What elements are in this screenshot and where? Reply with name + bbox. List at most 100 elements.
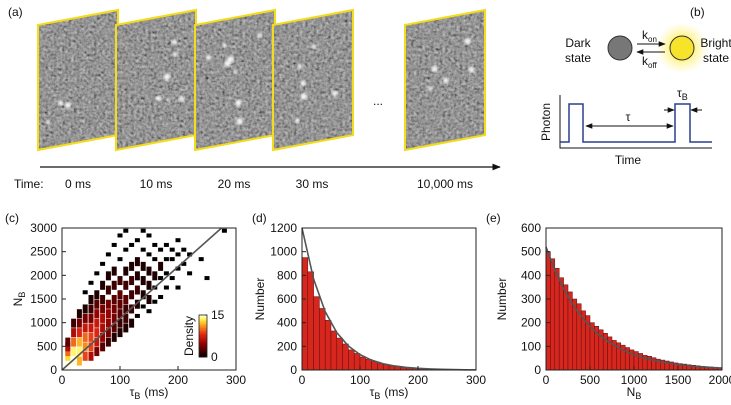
y-tick-label: 200 xyxy=(521,316,541,330)
colorbar-cell xyxy=(199,330,207,333)
point xyxy=(181,261,187,266)
point xyxy=(129,261,135,271)
y-tick-label: 0 xyxy=(534,363,541,377)
y-tick-label: 500 xyxy=(37,339,57,353)
frame-noise xyxy=(38,10,118,150)
frame xyxy=(115,8,197,152)
bright-spot xyxy=(294,118,300,124)
chart: (e) 0 100 200 300 400 500 600 0 500 1000 1500 2000 NB… xyxy=(486,211,731,401)
time-label: Time: xyxy=(14,177,44,191)
bright-spot xyxy=(236,117,243,125)
y-axis-label-symbol: N xyxy=(11,298,25,307)
bar xyxy=(554,267,560,371)
y-tick-label: 800 xyxy=(277,268,297,282)
colorbar-tick-label: 0 xyxy=(211,350,218,364)
point xyxy=(117,290,123,300)
point xyxy=(76,337,82,347)
tauB-label: τB xyxy=(677,86,688,102)
x-tick-label: 2000 xyxy=(709,373,731,387)
y-tick-label: 400 xyxy=(521,268,541,282)
point xyxy=(105,271,111,281)
bright-spot xyxy=(297,64,303,69)
point xyxy=(204,276,210,281)
bright-spot xyxy=(311,44,317,49)
point xyxy=(88,323,94,333)
bright-spot xyxy=(431,66,438,73)
x-axis-label-symbol: τ xyxy=(130,385,135,399)
panel-label: (d) xyxy=(252,211,267,225)
bar xyxy=(330,330,338,371)
x-axis-label-unit: (ms) xyxy=(144,385,168,399)
colorbar-cell xyxy=(199,326,207,329)
point xyxy=(129,290,135,300)
point xyxy=(117,318,123,328)
point xyxy=(88,295,94,304)
y-tick-label: 300 xyxy=(521,292,541,306)
point xyxy=(158,276,164,281)
point xyxy=(134,285,140,295)
colorbar-cell xyxy=(199,336,207,338)
y-tick-label: 100 xyxy=(521,339,541,353)
bright-spot xyxy=(222,43,228,48)
bright-spot xyxy=(257,33,262,38)
photon-trace xyxy=(560,103,712,143)
point xyxy=(82,304,88,314)
rate-off: koff xyxy=(642,54,658,70)
point xyxy=(65,347,71,357)
point xyxy=(140,247,146,252)
panel-a: (a) ... Time: 0 ms 10 ms 20 ms 30 ms 10,… xyxy=(8,5,501,191)
point xyxy=(105,337,111,347)
bright-spot xyxy=(58,100,64,106)
bar xyxy=(307,271,314,371)
point xyxy=(65,337,71,347)
x-tick-label: 0 xyxy=(543,373,550,387)
bright-spot xyxy=(205,54,212,60)
point xyxy=(105,328,111,338)
panel-b: (b) kon koff τ τB Photon Time xyxy=(539,5,712,167)
y-tick-label: 1000 xyxy=(30,316,57,330)
point xyxy=(146,252,152,257)
colorbar-cell xyxy=(199,319,207,322)
ellipsis: ... xyxy=(373,94,383,108)
frame-image xyxy=(195,10,275,150)
trace-xlabel: Time xyxy=(615,153,642,167)
point xyxy=(100,342,106,352)
point xyxy=(105,285,111,295)
point xyxy=(146,295,152,304)
point xyxy=(123,313,129,323)
point xyxy=(163,285,169,290)
point xyxy=(175,252,181,257)
point xyxy=(146,266,152,276)
bar xyxy=(353,353,361,371)
y-axis-label: Number xyxy=(253,278,267,321)
colorbar-cell xyxy=(199,340,207,343)
point xyxy=(82,290,88,295)
dark-state-icon xyxy=(607,35,633,61)
point xyxy=(111,304,117,314)
colorbar-cell xyxy=(199,337,207,340)
bar xyxy=(365,359,372,371)
point xyxy=(88,332,94,342)
x-tick-label: 200 xyxy=(408,373,428,387)
fit-line xyxy=(545,246,723,369)
frame-border xyxy=(404,8,486,152)
y-tick-label: 600 xyxy=(521,221,541,235)
y-tick-label: 2500 xyxy=(30,245,57,259)
time-tick: 20 ms xyxy=(218,177,251,191)
bar xyxy=(348,349,355,371)
point xyxy=(100,295,106,304)
point xyxy=(134,313,140,318)
point xyxy=(94,328,100,338)
bar xyxy=(313,296,320,371)
point xyxy=(82,332,88,342)
point xyxy=(76,347,82,357)
frame-noise xyxy=(116,10,196,150)
point xyxy=(94,290,100,300)
bar xyxy=(324,320,332,371)
point xyxy=(111,266,117,276)
point xyxy=(100,332,106,342)
point xyxy=(82,313,88,323)
point xyxy=(158,295,164,299)
point xyxy=(88,304,94,314)
y-tick-label: 1200 xyxy=(270,221,297,235)
